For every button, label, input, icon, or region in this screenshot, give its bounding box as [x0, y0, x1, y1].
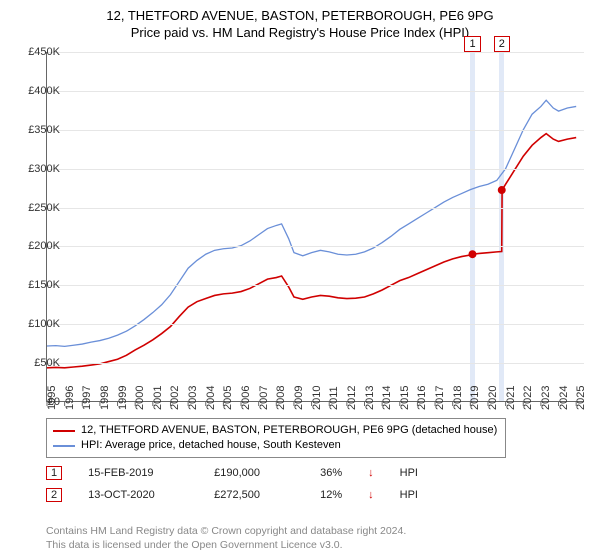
y-tick-label: £200K [20, 240, 60, 252]
series-line [47, 100, 576, 346]
x-tick-label: 2000 [134, 386, 146, 410]
gridline [47, 324, 584, 325]
footer-line1: Contains HM Land Registry data © Crown c… [46, 524, 406, 538]
x-tick-label: 1998 [99, 386, 111, 410]
sale-row: 1 15-FEB-2019 £190,000 36% ↓ HPI [46, 462, 418, 484]
footer: Contains HM Land Registry data © Crown c… [46, 524, 406, 552]
down-arrow-icon: ↓ [368, 467, 374, 479]
x-tick-label: 1995 [46, 386, 58, 410]
page-subtitle: Price paid vs. HM Land Registry's House … [0, 23, 600, 40]
x-tick-label: 2013 [364, 386, 376, 410]
y-tick-label: £300K [20, 163, 60, 175]
legend: 12, THETFORD AVENUE, BASTON, PETERBOROUG… [46, 418, 506, 458]
sale-index-box: 1 [46, 466, 62, 480]
x-tick-label: 2009 [293, 386, 305, 410]
x-tick-label: 2018 [452, 386, 464, 410]
x-tick-label: 2022 [522, 386, 534, 410]
x-tick-label: 2002 [169, 386, 181, 410]
x-tick-label: 2024 [558, 386, 570, 410]
legend-swatch [53, 430, 75, 432]
x-tick-label: 2005 [222, 386, 234, 410]
sale-index-box: 2 [46, 488, 62, 502]
sale-marker-label: 2 [494, 36, 510, 52]
x-tick-label: 1996 [64, 386, 76, 410]
sale-pct: 36% [320, 467, 342, 479]
legend-label: 12, THETFORD AVENUE, BASTON, PETERBOROUG… [81, 423, 497, 438]
sale-pct: 12% [320, 489, 342, 501]
y-tick-label: £350K [20, 124, 60, 136]
x-tick-label: 2008 [275, 386, 287, 410]
gridline [47, 130, 584, 131]
legend-label: HPI: Average price, detached house, Sout… [81, 438, 341, 453]
chart-plot [46, 52, 584, 402]
gridline [47, 363, 584, 364]
chart-svg [47, 52, 584, 401]
sale-vs-label: HPI [400, 489, 418, 501]
x-tick-label: 2017 [434, 386, 446, 410]
x-tick-label: 2014 [381, 386, 393, 410]
page-title: 12, THETFORD AVENUE, BASTON, PETERBOROUG… [0, 0, 600, 23]
sale-price: £272,500 [214, 489, 294, 501]
y-tick-label: £150K [20, 279, 60, 291]
sale-vs-label: HPI [400, 467, 418, 479]
x-tick-label: 2016 [416, 386, 428, 410]
x-tick-label: 2003 [187, 386, 199, 410]
sale-marker-label: 1 [464, 36, 480, 52]
y-tick-label: £250K [20, 202, 60, 214]
gridline [47, 52, 584, 53]
x-tick-label: 2006 [240, 386, 252, 410]
x-tick-label: 2004 [205, 386, 217, 410]
gridline [47, 169, 584, 170]
sale-date: 13-OCT-2020 [88, 489, 188, 501]
x-tick-label: 2021 [505, 386, 517, 410]
y-tick-label: £50K [20, 357, 60, 369]
x-tick-label: 2019 [469, 386, 481, 410]
x-tick-label: 1999 [117, 386, 129, 410]
sale-row: 2 13-OCT-2020 £272,500 12% ↓ HPI [46, 484, 418, 506]
legend-row: HPI: Average price, detached house, Sout… [53, 438, 499, 453]
gridline [47, 91, 584, 92]
x-tick-label: 2011 [328, 386, 340, 410]
x-tick-label: 1997 [81, 386, 93, 410]
y-tick-label: £100K [20, 318, 60, 330]
x-tick-label: 2015 [399, 386, 411, 410]
x-tick-label: 2010 [311, 386, 323, 410]
gridline [47, 208, 584, 209]
x-tick-label: 2025 [575, 386, 587, 410]
sales-table: 1 15-FEB-2019 £190,000 36% ↓ HPI 2 13-OCT-2020 £… [46, 462, 418, 506]
legend-row: 12, THETFORD AVENUE, BASTON, PETERBOROUG… [53, 423, 499, 438]
down-arrow-icon: ↓ [368, 489, 374, 501]
footer-line2: This data is licensed under the Open Gov… [46, 538, 406, 552]
x-tick-label: 2001 [152, 386, 164, 410]
gridline [47, 285, 584, 286]
sale-date: 15-FEB-2019 [88, 467, 188, 479]
x-tick-label: 2012 [346, 386, 358, 410]
gridline [47, 246, 584, 247]
x-tick-label: 2007 [258, 386, 270, 410]
sale-price: £190,000 [214, 467, 294, 479]
legend-swatch [53, 445, 75, 447]
y-tick-label: £400K [20, 85, 60, 97]
x-tick-label: 2020 [487, 386, 499, 410]
x-tick-label: 2023 [540, 386, 552, 410]
y-tick-label: £450K [20, 46, 60, 58]
